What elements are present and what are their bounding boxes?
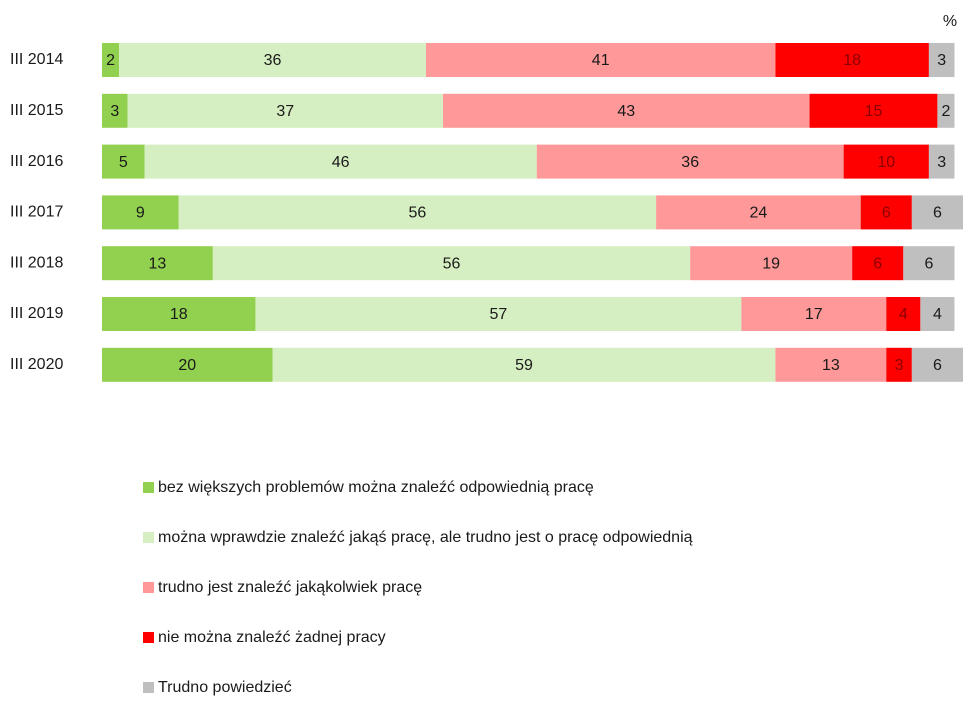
bar-segment <box>920 297 955 331</box>
bar-segment <box>690 246 853 281</box>
bar-segment <box>886 297 921 331</box>
data-label: 59 <box>515 357 533 374</box>
data-label: 46 <box>332 154 350 171</box>
data-label: 6 <box>924 255 933 272</box>
data-label: 18 <box>170 306 188 323</box>
data-label: 6 <box>882 205 891 222</box>
legend-label: trudno jest znaleźć jakąkolwiek pracę <box>158 579 422 596</box>
data-label: 3 <box>895 357 904 374</box>
bar-segment <box>127 93 443 128</box>
data-label: 13 <box>149 255 167 272</box>
bar-segment <box>852 246 904 281</box>
y-tick-label: III 2018 <box>10 254 63 271</box>
data-label: 17 <box>805 306 823 323</box>
bar-segment <box>119 43 426 77</box>
data-label: 13 <box>822 357 840 374</box>
bar-segment <box>937 93 955 128</box>
y-tick-label: III 2017 <box>10 204 63 221</box>
bar-segment <box>860 195 912 230</box>
data-label: 56 <box>443 255 461 272</box>
bar-segment <box>886 347 912 382</box>
bar-segment <box>656 195 861 230</box>
legend-swatch <box>143 582 154 593</box>
bar-segment <box>102 347 273 382</box>
legend-label: można wprawdzie znaleźć jakąś pracę, ale… <box>158 529 693 546</box>
unit-label: % <box>943 13 957 30</box>
data-label: 56 <box>409 205 427 222</box>
y-tick-label: III 2020 <box>10 356 63 373</box>
bar-segment <box>928 144 955 179</box>
legend-swatch <box>143 482 154 493</box>
bar-segment <box>536 144 844 179</box>
data-label: 10 <box>877 154 895 171</box>
bar-segment <box>178 195 657 230</box>
legend-swatch <box>143 532 154 543</box>
legend-label: bez większych problemów można znaleźć od… <box>158 479 594 496</box>
data-label: 18 <box>843 52 861 69</box>
bar-segment <box>102 144 145 179</box>
bar-segment <box>102 43 120 77</box>
legend-swatch <box>143 682 154 693</box>
y-tick-label: III 2014 <box>10 51 63 68</box>
bar-segment <box>102 297 256 331</box>
data-label: 24 <box>750 205 768 222</box>
data-label: 2 <box>941 103 950 120</box>
data-label: 6 <box>933 205 942 222</box>
bar-segment <box>272 347 776 382</box>
y-tick-label: III 2015 <box>10 102 63 119</box>
bar-segment <box>102 246 213 281</box>
y-tick-label: III 2016 <box>10 153 63 170</box>
bar-segment <box>775 43 929 77</box>
bar-segment <box>911 347 963 382</box>
data-label: 6 <box>933 357 942 374</box>
bar-segment <box>144 144 537 179</box>
data-label: 3 <box>937 154 946 171</box>
bar-segment <box>102 93 128 128</box>
data-label: 15 <box>865 103 883 120</box>
bar-segment <box>911 195 963 230</box>
bar-segment <box>212 246 691 281</box>
data-label: 36 <box>264 52 282 69</box>
data-label: 19 <box>762 255 780 272</box>
data-label: 43 <box>617 103 635 120</box>
data-label: 3 <box>937 52 946 69</box>
bar-segment <box>425 43 776 77</box>
data-label: 4 <box>899 306 908 323</box>
bar-segment <box>775 347 887 382</box>
legend-swatch <box>143 632 154 643</box>
data-label: 36 <box>681 154 699 171</box>
data-label: 20 <box>178 357 196 374</box>
bar-segment <box>102 195 179 230</box>
bar-segment <box>809 93 938 128</box>
bar-segment <box>442 93 810 128</box>
bar-segment <box>843 144 929 179</box>
y-tick-label: III 2019 <box>10 305 63 322</box>
bar-segment <box>928 43 955 77</box>
data-label: 2 <box>106 52 115 69</box>
data-label: 4 <box>933 306 942 323</box>
legend-label: nie można znaleźć żadnej pracy <box>158 629 386 646</box>
data-label: 3 <box>110 103 119 120</box>
data-label: 6 <box>873 255 882 272</box>
data-label: 5 <box>119 154 128 171</box>
bar-segment <box>903 246 955 281</box>
data-label: 41 <box>592 52 610 69</box>
data-label: 9 <box>136 205 145 222</box>
data-label: 37 <box>276 103 294 120</box>
bar-segment <box>255 297 742 331</box>
legend-label: Trudno powiedzieć <box>158 679 292 696</box>
data-label: 57 <box>490 306 508 323</box>
bar-segment <box>741 297 887 331</box>
